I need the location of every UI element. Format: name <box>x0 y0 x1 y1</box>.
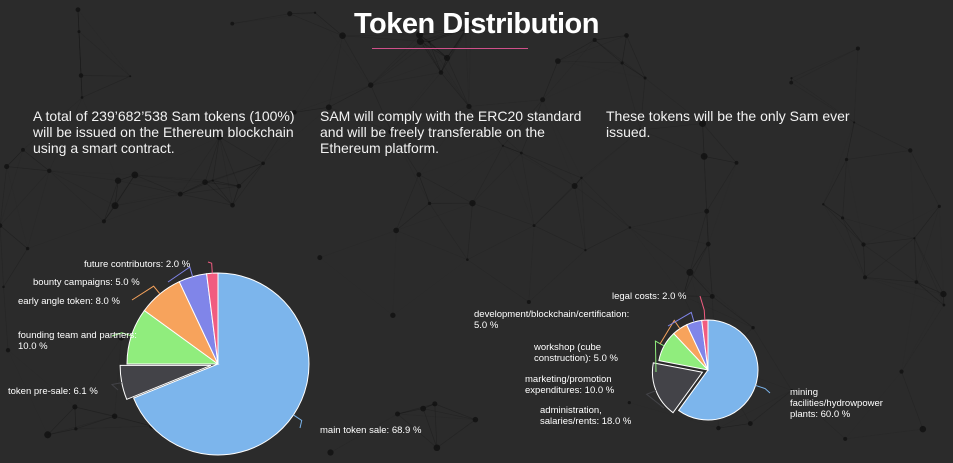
pie-connector-line <box>111 332 132 337</box>
pie-slice-label: administration, salaries/rents: 18.0 % <box>540 405 632 427</box>
pie-slice-label: main token sale: 68.9 % <box>320 425 422 436</box>
pie-connector-line <box>699 295 706 321</box>
intro-text-total-supply: A total of 239’682’538 Sam tokens (100%)… <box>33 108 295 156</box>
pie-slice-label: mining facilities/hydrowpower plants: 60.0… <box>790 387 883 420</box>
pie-slice-label: legal costs: 2.0 % <box>612 291 687 302</box>
pie-connector-line <box>645 390 665 409</box>
pie-connector-line <box>110 382 122 391</box>
pie-slice-label: future contributors: 2.0 % <box>84 259 191 270</box>
pie-connector-line <box>293 414 303 429</box>
pie-connector-line <box>167 266 194 283</box>
pie-slice-label: marketing/promotion expenditures: 10.0 % <box>525 374 615 396</box>
pie-connector-line <box>654 340 665 373</box>
pie-connector-line <box>207 261 213 274</box>
pie-slice[interactable] <box>119 364 212 401</box>
pie-slice-label: development/blockchain/certification: 5.0… <box>474 309 629 331</box>
pie-slice[interactable] <box>132 272 310 456</box>
intro-text-erc20: SAM will comply with the ERC20 standard … <box>320 108 582 156</box>
pie-connector-line <box>667 311 695 327</box>
pie-slice-label: bounty campaigns: 5.0 % <box>33 277 140 288</box>
pie-connector-line <box>755 384 771 394</box>
pie-slice-label: token pre-sale: 6.1 % <box>8 386 98 397</box>
title-underline <box>372 48 528 49</box>
pie-slice[interactable] <box>206 272 219 365</box>
pie-connector-line <box>659 319 681 345</box>
pie-slice-label: founding team and partners: 10.0 % <box>18 330 137 352</box>
page-title: Token Distribution <box>353 8 600 40</box>
pie-connector-line <box>131 285 161 301</box>
pie-slice-label: workshop (cube construction): 5.0 % <box>533 342 619 364</box>
pie-slice-label: early angle token: 8.0 % <box>18 296 120 307</box>
intro-text-only-tokens: These tokens will be the only Sam ever i… <box>606 108 850 140</box>
